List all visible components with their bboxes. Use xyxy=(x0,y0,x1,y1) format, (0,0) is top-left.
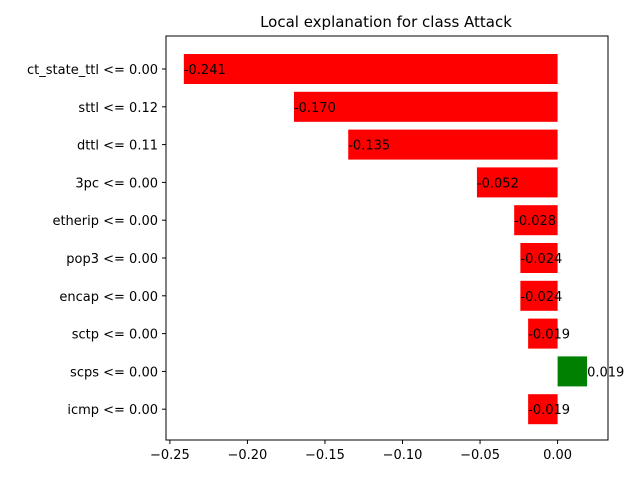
bar-3 xyxy=(476,167,558,198)
bar-4 xyxy=(514,205,558,236)
y-tick-label-3: 3pc <= 0.00 xyxy=(75,176,158,191)
bar-1 xyxy=(293,91,558,122)
bar-5 xyxy=(520,243,558,273)
x-axis: −0.25 −0.20 −0.15 −0.10 −0.05 0.00 xyxy=(150,440,572,463)
y-tick-label-9: icmp <= 0.00 xyxy=(67,403,158,418)
x-tick-label-2: −0.15 xyxy=(305,448,345,463)
bars-group: -0.241 -0.170 -0.135 -0.052 -0.028 -0.024 -0.0… xyxy=(183,54,624,425)
bar-value-label-4: -0.028 xyxy=(514,214,556,229)
bar-2 xyxy=(348,129,558,160)
x-tick-label-3: −0.10 xyxy=(383,448,423,463)
x-tick-label-1: −0.20 xyxy=(227,448,267,463)
y-tick-label-4: etherip <= 0.00 xyxy=(52,214,158,229)
y-tick-label-2: dttl <= 0.11 xyxy=(77,139,158,154)
y-tick-label-7: sctp <= 0.00 xyxy=(72,328,158,343)
bar-value-label-3: -0.052 xyxy=(477,176,519,191)
x-tick-label-4: −0.05 xyxy=(460,448,500,463)
bar-value-label-9: -0.019 xyxy=(528,403,570,418)
bar-value-label-6: -0.024 xyxy=(520,290,562,305)
bar-value-label-2: -0.135 xyxy=(348,139,390,154)
bar-value-label-0: -0.241 xyxy=(184,63,226,78)
bar-8 xyxy=(557,356,588,387)
bar-9 xyxy=(528,394,558,425)
bar-7 xyxy=(528,318,558,349)
y-tick-label-1: sttl <= 0.12 xyxy=(78,101,158,116)
bar-value-label-5: -0.024 xyxy=(520,252,562,267)
x-tick-label-0: −0.25 xyxy=(150,448,190,463)
y-tick-label-5: pop3 <= 0.00 xyxy=(66,252,158,267)
y-tick-label-0: ct_state_ttl <= 0.00 xyxy=(27,63,158,78)
y-tick-label-6: encap <= 0.00 xyxy=(59,290,158,305)
bar-value-label-7: -0.019 xyxy=(528,328,570,343)
bar-value-label-8: 0.019 xyxy=(587,365,624,380)
plot-frame xyxy=(165,35,609,441)
chart-title: Local explanation for class Attack xyxy=(260,13,512,31)
bar-0 xyxy=(183,54,558,84)
x-tick-label-5: 0.00 xyxy=(543,448,572,463)
bar-value-label-1: -0.170 xyxy=(294,101,336,116)
y-tick-label-8: scps <= 0.00 xyxy=(70,365,158,380)
y-tick-labels: ct_state_ttl <= 0.00 sttl <= 0.12 dttl <= … xyxy=(27,63,166,418)
bar-6 xyxy=(520,280,558,311)
